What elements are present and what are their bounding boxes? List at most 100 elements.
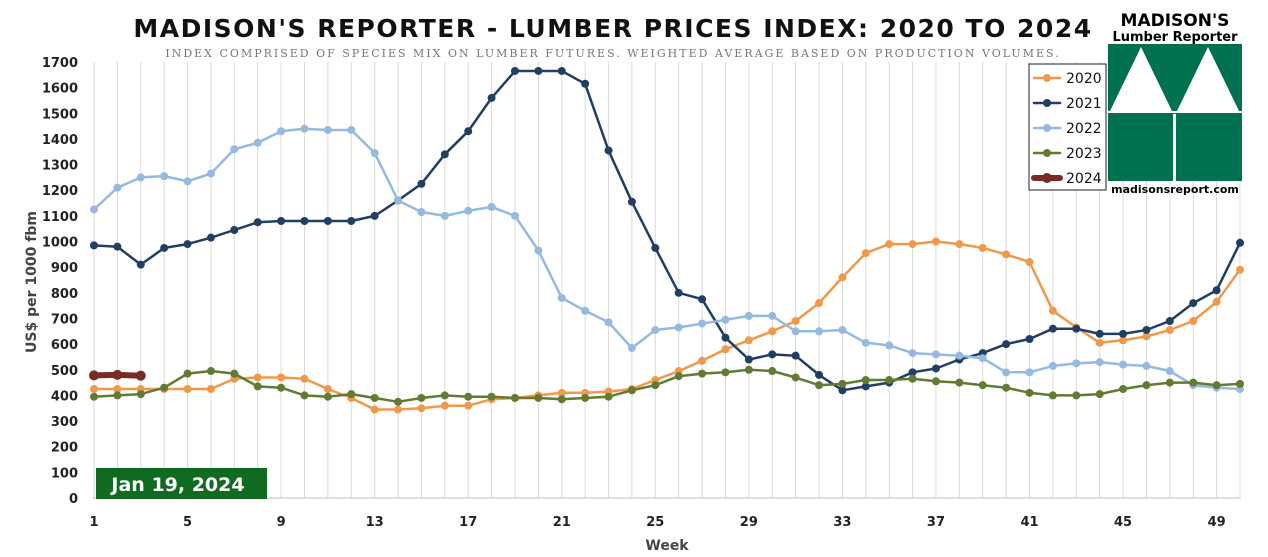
data-point-2023-week-49 — [1212, 381, 1221, 390]
data-point-2020-week-27 — [698, 356, 707, 365]
data-point-2021-week-18 — [487, 93, 496, 102]
data-point-2022-week-17 — [464, 206, 473, 215]
data-point-2022-week-46 — [1142, 361, 1151, 370]
data-point-2022-week-41 — [1025, 368, 1034, 377]
data-point-2022-week-45 — [1119, 360, 1128, 369]
series-2022 — [90, 124, 1244, 393]
data-point-2023-week-32 — [815, 381, 824, 390]
data-point-2022-week-6 — [206, 169, 215, 178]
logo-url: madisonsreport.com — [1111, 183, 1239, 196]
data-point-2022-week-24 — [627, 343, 636, 352]
data-point-2021-week-20 — [534, 66, 543, 75]
y-tick-label: 1700 — [42, 56, 78, 71]
x-tick-label: 41 — [1020, 515, 1038, 530]
data-point-2021-week-6 — [206, 233, 215, 242]
data-point-2022-week-23 — [604, 318, 613, 327]
legend-label: 2023 — [1066, 146, 1102, 162]
y-tick-label: 0 — [69, 492, 78, 507]
data-point-2022-week-1 — [90, 205, 98, 214]
data-point-2023-week-8 — [253, 382, 262, 391]
data-point-2023-week-39 — [978, 381, 987, 390]
y-tick-label: 1200 — [42, 184, 78, 199]
data-point-2023-week-33 — [838, 379, 847, 388]
data-point-2023-week-7 — [230, 369, 239, 378]
data-point-2023-week-13 — [370, 393, 379, 402]
y-tick-label: 1000 — [42, 236, 78, 251]
y-tick-label: 400 — [51, 389, 78, 404]
x-tick-label: 29 — [740, 515, 758, 530]
data-point-2021-week-19 — [510, 66, 519, 75]
data-point-2021-week-22 — [581, 79, 590, 88]
data-point-2023-week-9 — [277, 383, 286, 392]
data-point-2020-week-21 — [557, 388, 566, 397]
data-point-2020-week-39 — [978, 243, 987, 252]
data-point-2022-week-2 — [113, 183, 122, 192]
data-point-2022-week-10 — [300, 124, 309, 133]
data-point-2022-week-22 — [581, 306, 590, 315]
data-point-2024-week-3 — [135, 370, 146, 381]
data-point-2023-week-37 — [931, 377, 940, 386]
data-point-2020-week-46 — [1142, 332, 1151, 341]
data-point-2022-week-44 — [1095, 358, 1104, 367]
logo-subtitle: Lumber Reporter — [1112, 30, 1238, 45]
x-tick-label: 21 — [553, 515, 571, 530]
y-tick-label: 500 — [51, 364, 78, 379]
legend-label: 2020 — [1066, 71, 1102, 87]
legend-label: 2022 — [1066, 121, 1102, 137]
data-point-2021-week-12 — [347, 217, 356, 226]
data-point-2020-week-50 — [1236, 265, 1244, 274]
data-point-2021-week-31 — [791, 351, 800, 360]
data-point-2021-week-1 — [90, 241, 98, 250]
data-point-2023-week-2 — [113, 391, 122, 400]
data-point-2022-week-42 — [1048, 361, 1057, 370]
data-point-2023-week-5 — [183, 369, 192, 378]
data-point-2023-week-48 — [1189, 378, 1198, 387]
data-point-2023-week-17 — [464, 392, 473, 401]
series-line-2020 — [92, 240, 1242, 411]
data-point-2022-week-26 — [674, 323, 683, 332]
x-tick-label: 5 — [183, 515, 192, 530]
data-point-2023-week-28 — [721, 368, 730, 377]
data-point-2021-week-36 — [908, 368, 917, 377]
data-point-2020-week-13 — [370, 405, 379, 414]
data-point-2023-week-45 — [1119, 385, 1128, 393]
data-point-2021-week-11 — [323, 217, 332, 226]
legend-swatch-marker — [1042, 173, 1052, 183]
data-point-2023-week-40 — [1002, 383, 1011, 392]
data-point-2020-week-15 — [417, 404, 426, 413]
data-point-2021-week-7 — [230, 225, 239, 234]
data-point-2023-week-21 — [557, 395, 566, 404]
data-point-2021-week-9 — [277, 217, 286, 226]
data-point-2023-week-30 — [768, 367, 777, 376]
data-point-2023-week-23 — [604, 392, 613, 401]
data-point-2022-week-43 — [1072, 359, 1081, 368]
data-point-2022-week-25 — [651, 326, 660, 335]
data-point-2022-week-12 — [347, 125, 356, 134]
date-annotation: Jan 19, 2024 — [96, 468, 267, 499]
x-tick-label: 13 — [366, 515, 384, 530]
data-point-2020-week-1 — [90, 385, 98, 393]
data-point-2022-week-21 — [557, 293, 566, 302]
data-point-2023-week-43 — [1072, 391, 1081, 400]
data-point-2022-week-32 — [815, 327, 824, 336]
data-point-2020-week-9 — [277, 373, 286, 382]
y-tick-label: 1300 — [42, 159, 78, 174]
data-point-2023-week-10 — [300, 391, 309, 400]
data-point-2021-week-34 — [861, 382, 870, 391]
data-point-2023-week-42 — [1048, 391, 1057, 400]
x-axis-label: Week — [645, 538, 689, 554]
data-point-2023-week-41 — [1025, 388, 1034, 397]
data-point-2022-week-29 — [744, 311, 753, 320]
data-point-2020-week-35 — [885, 240, 894, 249]
data-point-2023-week-26 — [674, 372, 683, 381]
data-point-2023-week-38 — [955, 378, 964, 387]
logo-title: MADISON'S — [1121, 11, 1230, 31]
x-tick-label: 33 — [833, 515, 851, 530]
data-point-2023-week-18 — [487, 392, 496, 401]
data-point-2021-week-32 — [815, 370, 824, 379]
legend-item-2023: 2023 — [1032, 146, 1102, 162]
data-point-2021-week-17 — [464, 127, 473, 136]
data-point-2023-week-19 — [510, 393, 519, 402]
chart-title: MADISON'S REPORTER - LUMBER PRICES INDEX… — [133, 14, 1092, 43]
data-point-2022-week-3 — [136, 173, 145, 182]
